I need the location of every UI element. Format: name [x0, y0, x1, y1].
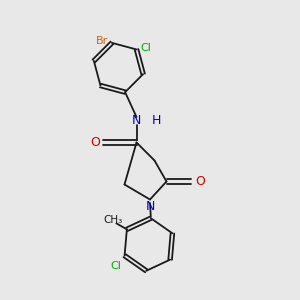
Text: N: N: [132, 113, 141, 127]
Text: Cl: Cl: [140, 43, 151, 53]
Text: CH₃: CH₃: [104, 215, 123, 225]
Text: Cl: Cl: [110, 261, 121, 271]
Text: H: H: [152, 113, 161, 127]
Text: Br: Br: [96, 36, 108, 46]
Text: O: O: [90, 136, 100, 149]
Text: N: N: [145, 200, 155, 213]
Text: O: O: [195, 175, 205, 188]
